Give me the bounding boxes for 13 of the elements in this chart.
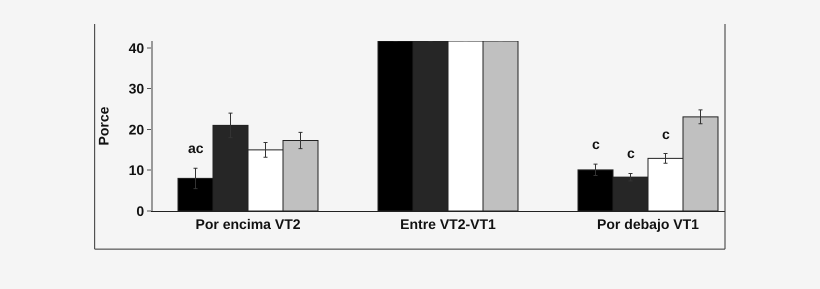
y-axis-title: Porce (96, 106, 112, 146)
y-tick-label: 40 (128, 40, 144, 56)
x-tick-label: Por debajo VT1 (597, 216, 700, 232)
x-tick-label: Por encima VT2 (195, 216, 301, 232)
data-label: ac (188, 140, 204, 156)
data-label: c (627, 145, 635, 161)
y-tick-label: 0 (136, 202, 144, 219)
x-tick-label: Entre VT2-VT1 (400, 216, 496, 232)
data-label: c (662, 126, 670, 142)
data-label: c (592, 136, 600, 152)
y-tick-label: 10 (128, 162, 144, 178)
y-tick-label: 20 (128, 121, 144, 138)
y-tick-label: 30 (128, 80, 144, 97)
